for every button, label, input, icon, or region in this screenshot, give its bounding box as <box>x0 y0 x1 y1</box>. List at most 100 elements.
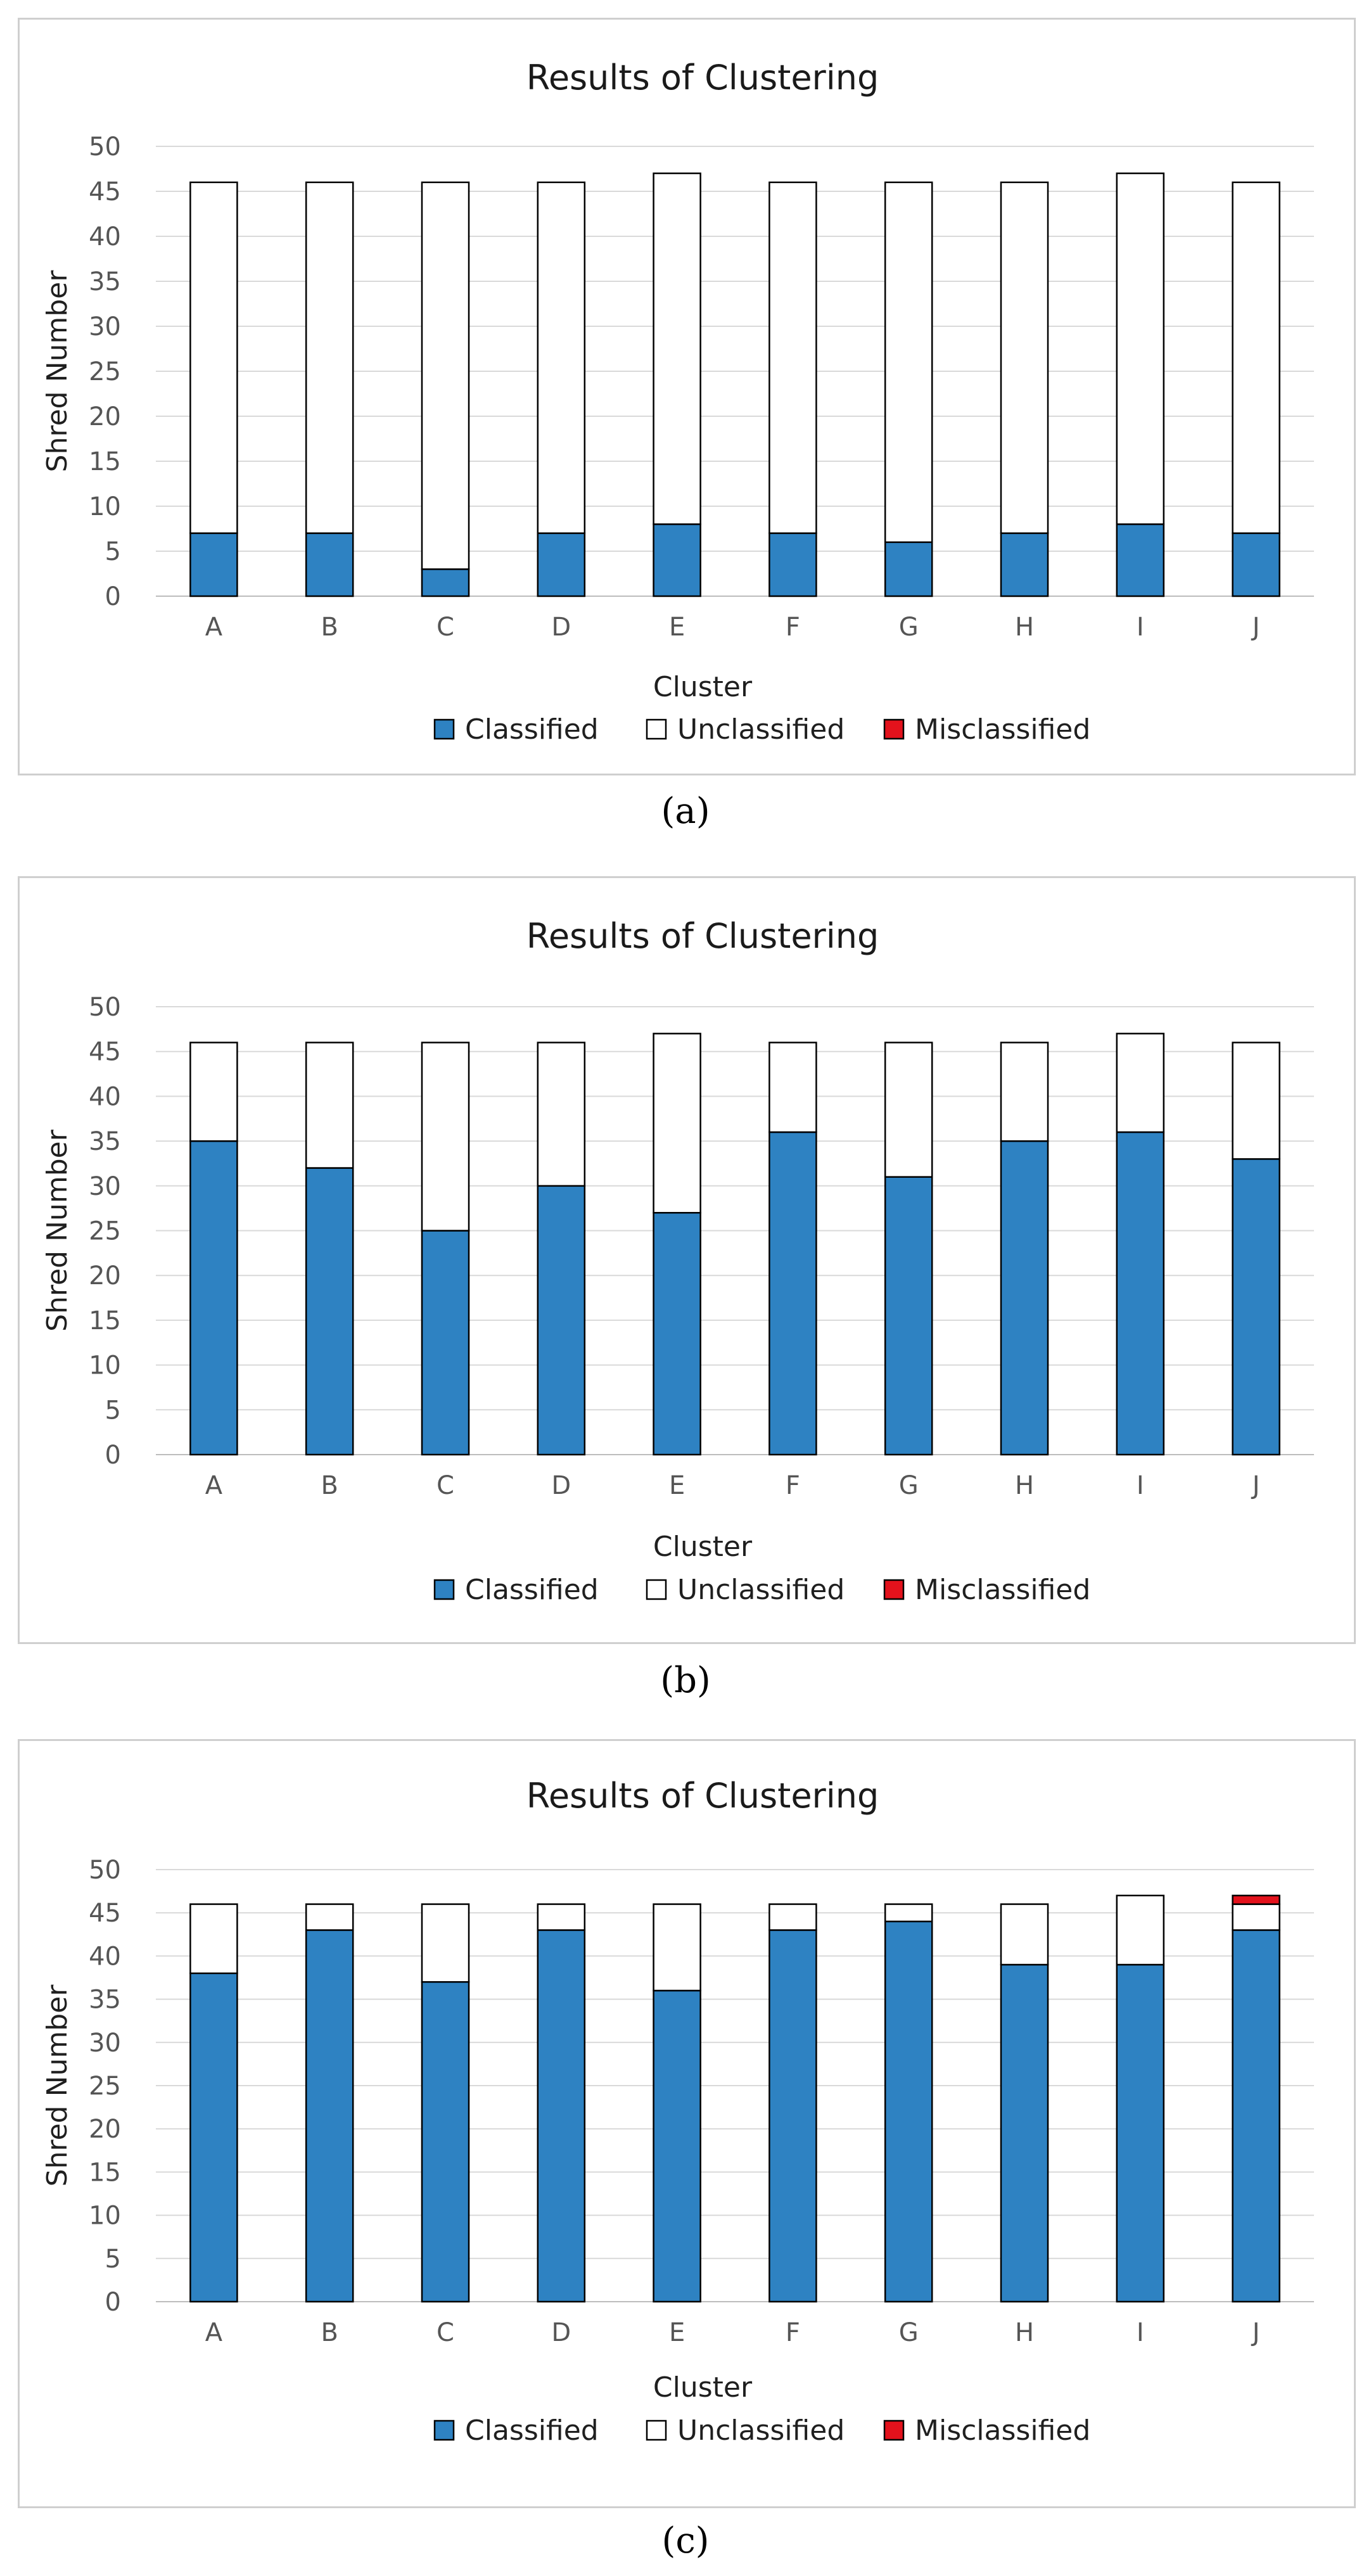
y-tick-label-b-40: 40 <box>89 1082 121 1111</box>
bar-c-D-classified <box>537 1929 586 2303</box>
chart-svg-a: Results of Clustering 0 5 10 15 20 25 30 35 40 45 5… <box>41 58 1314 746</box>
x-tick-label-b-C: C <box>437 1471 454 1500</box>
legend-swatch-b-misclassified <box>883 1579 905 1600</box>
y-tick-label-b-45: 45 <box>89 1038 121 1067</box>
legend-label-c-unclassified: Unclassified <box>677 2414 845 2447</box>
caption-c: (c) <box>661 2520 710 2561</box>
x-tick-label-c-I: I <box>1137 2318 1144 2347</box>
y-tick-label-b-5: 5 <box>105 1396 121 1425</box>
bar-a-B-classified <box>305 532 354 597</box>
y-tick-label-a-5: 5 <box>105 537 121 566</box>
bar-a-E-classified <box>653 523 701 597</box>
chart-title-b: Results of Clustering <box>526 916 879 956</box>
bar-a-D-classified <box>537 532 586 597</box>
bar-c-G-classified <box>884 1920 933 2303</box>
legend-swatch-a-unclassified <box>646 718 667 740</box>
bar-c-I-classified <box>1116 1963 1165 2303</box>
bar-c-E-unclassified <box>653 1903 701 1992</box>
legend-label-b-unclassified: Unclassified <box>677 1574 845 1606</box>
chart-svg-c: Results of Clustering 0 5 10 15 20 25 30 35 40 45 5… <box>41 1776 1314 2447</box>
x-tick-label-b-H: H <box>1015 1471 1034 1500</box>
x-tick-label-c-G: G <box>899 2318 919 2347</box>
y-tick-label-c-35: 35 <box>89 1986 121 2015</box>
y-tick-label-b-30: 30 <box>89 1172 121 1201</box>
y-tick-label-a-10: 10 <box>89 492 121 521</box>
y-tick-label-a-20: 20 <box>89 402 121 431</box>
caption-b: (b) <box>660 1660 711 1701</box>
bar-a-G-unclassified <box>884 181 933 544</box>
y-tick-label-a-50: 50 <box>89 132 121 162</box>
bar-a-F-unclassified <box>768 181 817 534</box>
bar-c-E-classified <box>653 1989 701 2303</box>
x-tick-label-b-I: I <box>1137 1471 1144 1500</box>
x-tick-label-a-I: I <box>1137 613 1144 642</box>
bar-a-I-unclassified <box>1116 172 1165 525</box>
chart-title-c: Results of Clustering <box>526 1776 879 1816</box>
bar-b-A-unclassified <box>189 1042 238 1142</box>
y-axis-label-b: Shred Number <box>41 1129 73 1332</box>
bar-b-J-classified <box>1232 1158 1280 1456</box>
chart-panel-c: Results of Clustering 0 5 10 15 20 25 30 35 40 45 5… <box>18 1739 1356 2508</box>
x-tick-label-a-F: F <box>786 613 800 642</box>
y-tick-label-c-30: 30 <box>89 2029 121 2058</box>
bar-a-C-unclassified <box>421 181 470 570</box>
x-tick-label-a-G: G <box>899 613 919 642</box>
caption-a: (a) <box>661 791 710 832</box>
x-tick-label-c-A: A <box>205 2318 223 2347</box>
legend-swatch-c-classified <box>433 2420 455 2441</box>
bar-b-H-classified <box>1000 1140 1049 1456</box>
bar-c-J-classified <box>1232 1929 1280 2303</box>
y-tick-label-c-50: 50 <box>89 1856 121 1885</box>
x-tick-label-b-F: F <box>786 1471 800 1500</box>
y-tick-label-b-25: 25 <box>89 1217 121 1246</box>
bar-b-D-unclassified <box>537 1042 586 1187</box>
x-axis-label-c: Cluster <box>653 2371 753 2404</box>
bar-a-G-classified <box>884 541 933 597</box>
legend-swatch-c-unclassified <box>646 2420 667 2441</box>
bar-b-D-classified <box>537 1185 586 1456</box>
bar-a-E-unclassified <box>653 172 701 525</box>
y-tick-label-a-30: 30 <box>89 312 121 341</box>
y-tick-label-b-15: 15 <box>89 1306 121 1336</box>
bar-c-J-misclassified <box>1232 1894 1280 1905</box>
x-axis-label-a: Cluster <box>653 671 753 703</box>
x-tick-label-b-E: E <box>669 1471 685 1500</box>
y-tick-label-b-35: 35 <box>89 1127 121 1156</box>
x-tick-label-c-F: F <box>786 2318 800 2347</box>
y-tick-label-a-15: 15 <box>89 447 121 476</box>
y-tick-label-c-20: 20 <box>89 2115 121 2144</box>
x-tick-label-c-H: H <box>1015 2318 1034 2347</box>
bar-a-D-unclassified <box>537 181 586 534</box>
y-tick-label-c-0: 0 <box>105 2288 121 2317</box>
y-axis-label-c: Shred Number <box>41 1984 73 2187</box>
bar-b-I-classified <box>1116 1131 1165 1456</box>
x-tick-label-b-D: D <box>551 1471 571 1500</box>
bar-a-J-unclassified <box>1232 181 1280 534</box>
y-tick-label-c-25: 25 <box>89 2072 121 2101</box>
y-tick-label-c-15: 15 <box>89 2158 121 2187</box>
bar-c-H-classified <box>1000 1963 1049 2303</box>
x-tick-label-b-B: B <box>321 1471 338 1500</box>
legend-label-c-classified: Classified <box>465 2414 599 2447</box>
y-tick-label-c-5: 5 <box>105 2245 121 2274</box>
bar-c-I-unclassified <box>1116 1894 1165 1966</box>
chart-panel-a: Results of Clustering 0 5 10 15 20 25 30 35 40 45 5… <box>18 18 1356 775</box>
y-tick-label-a-35: 35 <box>89 267 121 296</box>
x-tick-label-a-J: J <box>1251 613 1260 642</box>
bar-c-J-unclassified <box>1232 1903 1280 1931</box>
bar-a-B-unclassified <box>305 181 354 534</box>
bar-b-A-classified <box>189 1140 238 1456</box>
legend-label-a-misclassified: Misclassified <box>915 713 1090 746</box>
x-tick-label-a-E: E <box>669 613 685 642</box>
bar-c-A-classified <box>189 1972 238 2303</box>
bar-a-I-classified <box>1116 523 1165 597</box>
bar-c-C-unclassified <box>421 1903 470 1983</box>
y-tick-label-b-50: 50 <box>89 993 121 1022</box>
y-tick-label-a-45: 45 <box>89 177 121 207</box>
bar-b-C-unclassified <box>421 1042 470 1232</box>
bar-c-B-classified <box>305 1929 354 2303</box>
x-tick-label-c-D: D <box>551 2318 571 2347</box>
legend-swatch-a-misclassified <box>883 718 905 740</box>
x-tick-label-a-B: B <box>321 613 338 642</box>
bar-c-C-classified <box>421 1981 470 2303</box>
